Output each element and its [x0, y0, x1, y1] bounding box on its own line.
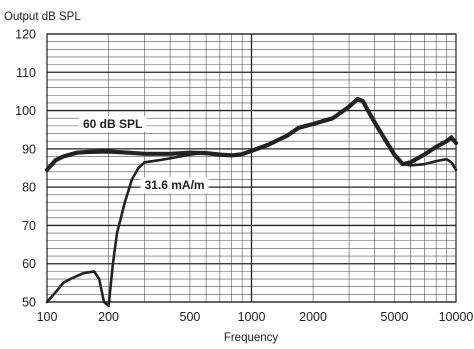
y-tick-label: 120 — [15, 28, 36, 42]
x-tick-label: 500 — [180, 310, 201, 324]
y-tick-label: 80 — [22, 181, 36, 195]
annotation-label: 31.6 mA/m — [145, 178, 205, 192]
series-line — [45, 97, 458, 308]
annotation-background — [140, 177, 209, 194]
x-tick-label: 10000 — [439, 310, 474, 324]
chart-title: Output dB SPL — [4, 11, 81, 23]
y-axis-ticks: 50 60 70 80 90 100 110 120 — [15, 28, 36, 310]
y-tick-label: 90 — [22, 142, 36, 156]
x-axis-label: Frequency — [224, 332, 279, 344]
y-tick-label: 60 — [22, 257, 36, 271]
y-tick-label: 70 — [22, 219, 36, 233]
annotation-label: 60 dB SPL — [83, 117, 142, 131]
x-tick-label: 5000 — [381, 310, 409, 324]
annotations: 60 dB SPL 31.6 mA/m — [79, 115, 209, 194]
series-lines — [44, 96, 459, 308]
y-tick-label: 50 — [22, 296, 36, 310]
y-tick-label: 110 — [16, 66, 36, 80]
annotation: 31.6 mA/m — [140, 177, 209, 194]
x-tick-label: 200 — [98, 310, 119, 324]
annotation-background — [79, 115, 147, 132]
y-tick-label: 100 — [15, 104, 36, 118]
x-tick-label: 1000 — [238, 310, 266, 324]
plot-frame — [46, 33, 457, 303]
x-tick-label: 2000 — [299, 310, 327, 324]
x-tick-label: 100 — [37, 310, 58, 324]
annotation: 60 dB SPL — [79, 115, 147, 132]
x-axis-ticks: 100 200 500 1000 2000 5000 10000 — [37, 310, 474, 324]
